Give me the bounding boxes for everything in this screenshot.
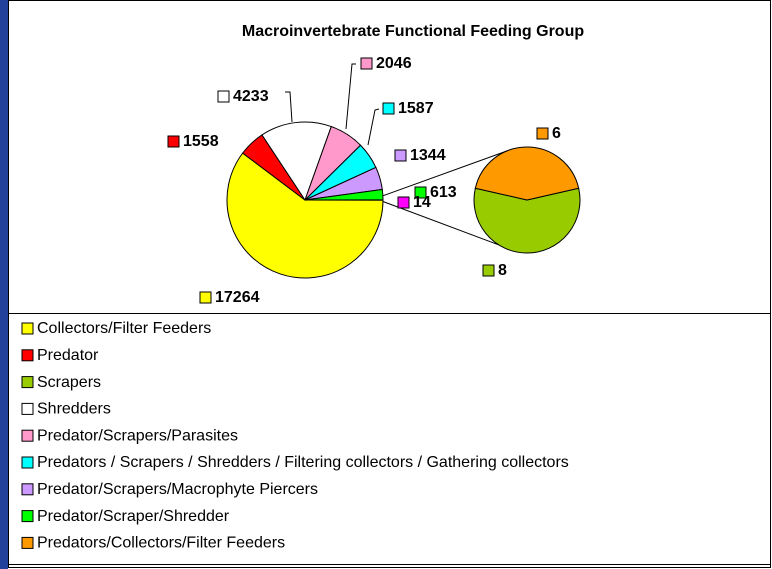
- data-label-key: [414, 186, 427, 199]
- legend-label: Predators/Collectors/Filter Feeders: [37, 535, 285, 552]
- legend-label: Shredders: [37, 401, 111, 418]
- data-label-key: [167, 135, 180, 148]
- side-bar: [0, 0, 8, 569]
- data-label: 1587: [398, 100, 434, 117]
- chart-frame: [8, 0, 771, 568]
- data-label-key: [482, 264, 495, 277]
- legend-key: [21, 483, 34, 496]
- legend-label: Predator/Scraper/Shredder: [37, 508, 230, 525]
- chart-title: Macroinvertebrate Functional Feeding Gro…: [242, 23, 584, 40]
- secondary-slice: [474, 146, 580, 201]
- legend-label: Predator/Scrapers/Parasites: [37, 427, 238, 444]
- data-label: 1558: [183, 133, 219, 150]
- pie-slice: [226, 152, 384, 279]
- legend-key: [21, 376, 34, 389]
- legend-key: [21, 429, 34, 442]
- data-label: 6: [552, 125, 561, 142]
- data-label: 14: [413, 194, 431, 211]
- legend-key: [21, 510, 34, 523]
- legend-key: [21, 349, 34, 362]
- connector-line: [382, 201, 500, 246]
- data-label-key: [397, 196, 410, 209]
- leader-line: [345, 63, 356, 130]
- data-label: 1344: [410, 147, 446, 164]
- leader-line: [285, 91, 293, 123]
- connector-line: [382, 150, 508, 197]
- data-label-key: [394, 149, 407, 162]
- secondary-slice: [473, 187, 581, 254]
- legend-label: Predator: [37, 347, 99, 364]
- data-label-key: [536, 127, 549, 140]
- data-label-key: [382, 102, 395, 115]
- legend-key: [21, 322, 34, 335]
- leader-line: [367, 108, 380, 146]
- legend-label: Predator/Scrapers/Macrophyte Piercers: [37, 481, 318, 498]
- data-label-key: [217, 90, 230, 103]
- data-label: 4233: [233, 88, 269, 105]
- data-label: 17264: [215, 289, 260, 306]
- data-label: 8: [498, 262, 507, 279]
- legend-label: Predators / Scrapers / Shredders / Filte…: [37, 454, 569, 471]
- legend-key: [21, 456, 34, 469]
- data-label-key: [360, 57, 373, 70]
- legend-label: Collectors/Filter Feeders: [37, 320, 211, 337]
- legend-label: Scrapers: [37, 374, 101, 391]
- data-label-key: [199, 291, 212, 304]
- data-label: 2046: [376, 55, 412, 72]
- legend-key: [21, 536, 34, 549]
- pie-slice: [261, 121, 332, 202]
- legend-key: [21, 402, 34, 415]
- data-label: 613: [430, 184, 457, 201]
